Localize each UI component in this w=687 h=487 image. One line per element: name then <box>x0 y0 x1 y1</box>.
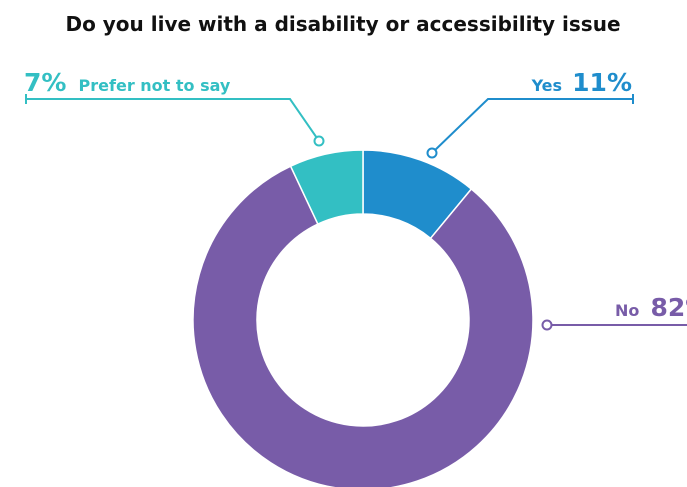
slice-label-yes-percent: 11% <box>572 68 632 97</box>
slice-label-no: No 82% <box>615 293 687 322</box>
donut-slice-no <box>192 165 534 487</box>
leader-line-no <box>541 319 687 331</box>
chart-title: Do you live with a disability or accessi… <box>65 12 620 36</box>
slice-label-prefer-not-to-say-name: Prefer not to say <box>79 76 231 95</box>
slice-label-prefer-not-to-say-percent: 7% <box>24 68 66 97</box>
donut-slices <box>192 149 534 487</box>
leader-line-prefer-not-to-say <box>25 94 325 147</box>
slice-label-no-name: No <box>615 301 639 320</box>
slice-label-no-percent: 82% <box>650 293 687 322</box>
slice-label-yes-name: Yes <box>531 76 563 95</box>
leader-line-yes <box>426 94 634 159</box>
slice-leader-lines <box>25 94 687 331</box>
donut-slice-prefer-not-to-say <box>289 149 364 225</box>
slice-label-yes: Yes 11% <box>531 68 632 97</box>
slice-label-prefer-not-to-say: 7% Prefer not to say <box>24 68 231 97</box>
